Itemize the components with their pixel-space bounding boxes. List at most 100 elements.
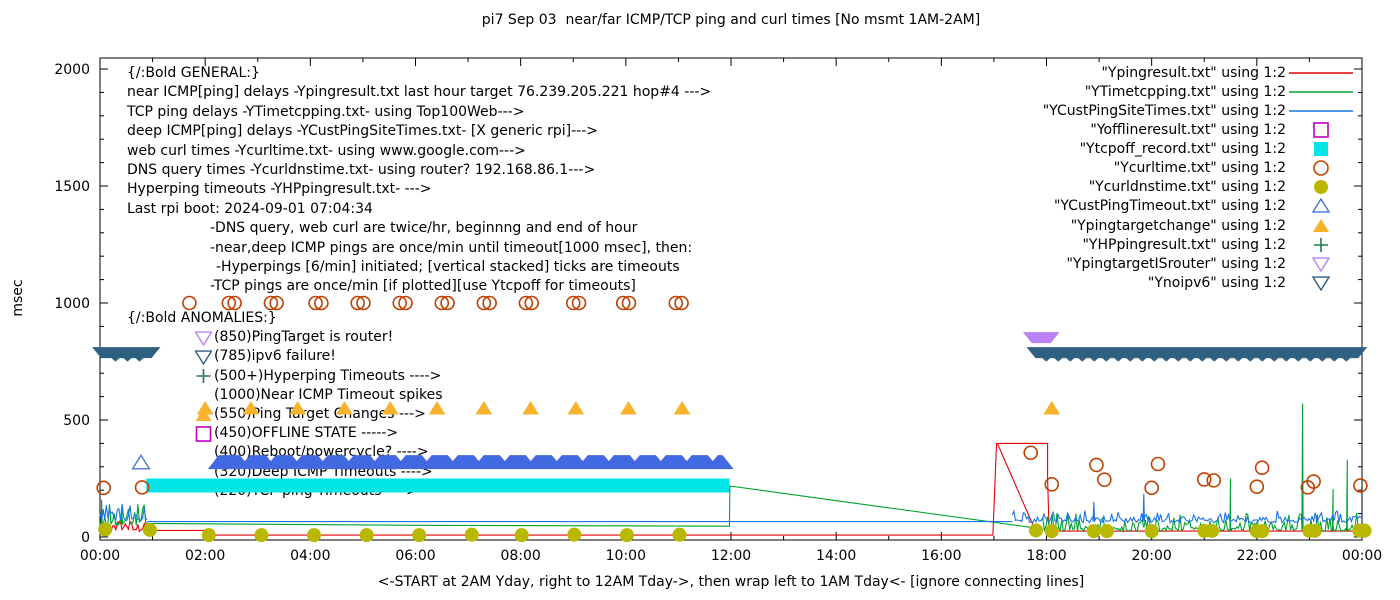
marker-point xyxy=(1306,474,1321,489)
x-tick-label: 16:00 xyxy=(921,548,961,564)
marker-point xyxy=(98,522,113,537)
annotation-text: -TCP pings are once/min [if plotted][use… xyxy=(210,278,636,295)
marker-point xyxy=(1028,523,1043,538)
marker-point xyxy=(142,522,157,537)
bar-ycustpingtimeout-txt-stacked-timeouts- xyxy=(207,455,734,470)
y-tick-label: 500 xyxy=(63,413,90,429)
marker-point xyxy=(96,480,111,496)
general-annotation-line: -near,deep ICMP pings are once/min until… xyxy=(210,239,692,258)
x-tick-label: 18:00 xyxy=(1026,548,1066,564)
marker-point xyxy=(668,295,684,311)
chart-title: pi7 Sep 03 near/far ICMP/TCP ping and cu… xyxy=(481,12,981,28)
general-annotation-line: Hyperping timeouts -YHPpingresult.txt- -… xyxy=(127,180,432,199)
x-axis-caption: <-START at 2AM Yday, right to 12AM Tday-… xyxy=(377,574,1085,590)
marker-point xyxy=(221,295,237,311)
plus-icon xyxy=(196,369,211,384)
annotation-text: DNS query times -Ycurldnstime.txt- using… xyxy=(127,162,596,178)
x-tick-label: 04:00 xyxy=(290,548,330,564)
annotation-marker-glyph xyxy=(195,350,212,365)
marker-point xyxy=(514,528,529,543)
marker-point xyxy=(475,401,493,415)
marker-point xyxy=(522,401,540,415)
annotation-text: (1000)Near ICMP Timeout spikes xyxy=(214,386,443,403)
series-segment xyxy=(997,443,1038,535)
general-annotation-line: near ICMP[ping] delays -Ypingresult.txt … xyxy=(127,83,711,102)
annotation-text: -DNS query, web curl are twice/hr, begin… xyxy=(210,220,638,237)
marker-point xyxy=(674,295,689,311)
general-annotation-line: TCP ping delays -YTimetcpping.txt- using… xyxy=(127,103,524,122)
annotation-marker-glyph xyxy=(195,331,212,346)
annotation-text: (850)PingTarget is router! xyxy=(214,329,394,346)
marker-point xyxy=(673,401,691,415)
anomaly-annotation-line: (500+)Hyperping Timeouts ----> xyxy=(195,367,441,386)
anomaly-annotation-line: (450)OFFLINE STATE -----> xyxy=(195,424,398,443)
marker-point xyxy=(314,295,329,311)
marker-point xyxy=(182,295,197,311)
annotation-text: TCP ping delays -YTimetcpping.txt- using… xyxy=(127,103,525,120)
marker-point xyxy=(428,401,446,415)
annotation-marker-glyph xyxy=(196,369,211,384)
annotation-text: {/:Bold GENERAL:} xyxy=(127,65,260,81)
tri-down-open-icon xyxy=(195,331,212,346)
x-tick-label: 02:00 xyxy=(185,548,225,564)
series-segment xyxy=(147,485,1042,530)
x-tick-label: 12:00 xyxy=(711,548,751,564)
markers-ycustpingtimeout-txt xyxy=(131,453,151,470)
annotation-text: (450)OFFLINE STATE -----> xyxy=(214,425,399,442)
annotation-marker-glyph xyxy=(195,425,212,442)
marker-point xyxy=(1044,524,1059,539)
marker-point xyxy=(263,295,279,311)
marker-point xyxy=(289,401,307,415)
annotation-text: (500+)Hyperping Timeouts ----> xyxy=(214,367,442,384)
marker-point xyxy=(227,295,242,311)
general-annotation-line: Last rpi boot: 2024-09-01 07:04:34 xyxy=(127,200,373,219)
marker-point xyxy=(464,527,479,542)
bar-ynoipv6 xyxy=(1026,347,1368,362)
marker-point xyxy=(1254,460,1270,476)
markers-ypingtargetchange xyxy=(196,401,1061,415)
marker-point xyxy=(1144,524,1159,539)
annotation-text: near ICMP[ping] delays -Ypingresult.txt … xyxy=(127,84,712,101)
marker-point xyxy=(1357,523,1372,538)
marker-point xyxy=(1205,523,1220,538)
general-annotation-line: -DNS query, web curl are twice/hr, begin… xyxy=(210,219,637,238)
y-tick-label: 0 xyxy=(81,530,90,546)
marker-point xyxy=(672,527,687,542)
x-tick-label: 08:00 xyxy=(500,548,540,564)
marker-point xyxy=(1255,524,1270,539)
marker-point xyxy=(307,528,322,543)
marker-point xyxy=(518,295,534,311)
marker-point xyxy=(336,401,353,415)
marker-point xyxy=(434,295,450,311)
marker-point xyxy=(392,295,408,311)
x-tick-label: 00:00 xyxy=(1342,548,1382,564)
series-noise-segment xyxy=(1040,403,1362,534)
annotation-text: Hyperping timeouts -YHPpingresult.txt- -… xyxy=(127,181,432,198)
marker-point xyxy=(567,527,582,542)
marker-point xyxy=(1206,473,1222,488)
marker-point xyxy=(254,528,269,543)
anomaly-annotation-line: {/:Bold ANOMALIES:} xyxy=(127,309,277,328)
marker-point xyxy=(615,295,631,311)
marker-point xyxy=(1144,480,1159,496)
anomaly-annotation-line: (850)PingTarget is router! xyxy=(195,328,393,347)
general-annotation-line: web curl times -Ycurltime.txt- using www… xyxy=(127,142,526,161)
marker-point xyxy=(381,401,399,415)
x-tick-label: 10:00 xyxy=(606,548,646,564)
bar-ytcpoff-record-txt xyxy=(146,478,730,493)
y-tick-label: 1000 xyxy=(54,296,90,312)
marker-point xyxy=(1150,456,1166,472)
marker-point xyxy=(131,453,151,470)
x-tick-label: 06:00 xyxy=(395,548,435,564)
y-axis-title: msec xyxy=(10,279,26,317)
marker-point xyxy=(1086,524,1101,539)
marker-point xyxy=(356,295,371,311)
annotation-text: -near,deep ICMP pings are once/min until… xyxy=(210,239,693,256)
marker-point xyxy=(1043,401,1061,415)
marker-point xyxy=(1196,472,1212,487)
general-annotation-line: deep ICMP[ping] delays -YCustPingSiteTim… xyxy=(127,122,598,141)
tri-down-open-icon xyxy=(195,350,212,365)
marker-point xyxy=(1249,479,1265,494)
marker-point xyxy=(201,528,216,543)
marker-point xyxy=(1089,457,1104,473)
